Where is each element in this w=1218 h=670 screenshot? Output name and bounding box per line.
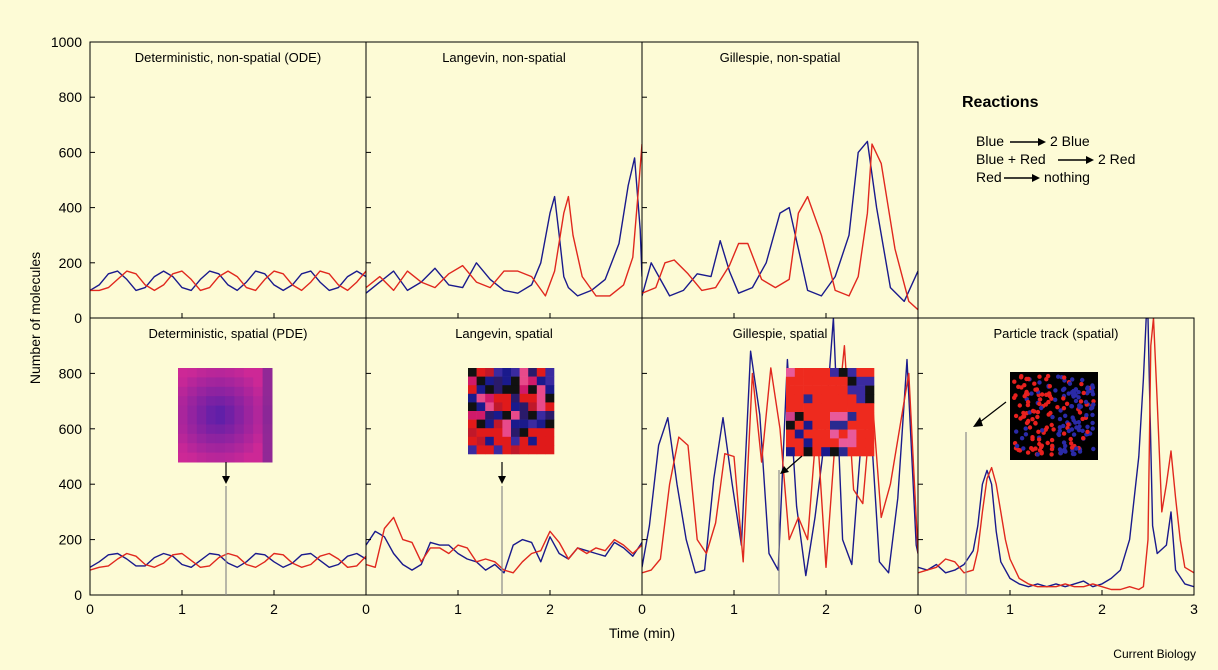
- insets: [178, 368, 1098, 595]
- y-tick-label: 600: [59, 144, 83, 160]
- panel-frame: [365, 317, 643, 596]
- panel-frame: [641, 41, 919, 319]
- series-line-red: [366, 516, 642, 574]
- panel-5: Langevin, spatial: [365, 317, 643, 596]
- x-axis-label: Time (min): [609, 625, 675, 641]
- particle-inset-image: [1010, 372, 1098, 460]
- panel-title: Gillespie, non-spatial: [720, 50, 841, 65]
- series-line-blue: [366, 530, 642, 574]
- reactions-title: Reactions: [962, 94, 1039, 111]
- series-line-blue: [918, 318, 1194, 588]
- x-tick-label: 0: [914, 601, 922, 617]
- series-line-red: [90, 270, 366, 292]
- y-tick-label: 1000: [51, 34, 82, 50]
- y-tick-label: 0: [74, 587, 82, 603]
- panel-frame: [89, 41, 367, 319]
- y-tick-label: 800: [59, 89, 83, 105]
- y-axis-label: Number of molecules: [27, 252, 43, 384]
- x-tick-label: 1: [730, 601, 738, 617]
- series-line-red: [642, 143, 918, 311]
- x-tick-label: 3: [1190, 601, 1198, 617]
- y-tick-label: 200: [59, 255, 83, 271]
- arrow-head-icon: [1086, 156, 1094, 164]
- x-tick-label: 0: [86, 601, 94, 617]
- series-line-red: [366, 144, 642, 297]
- arrow-head-icon: [973, 417, 983, 427]
- panel-6: Gillespie, spatial: [641, 317, 919, 596]
- credit-text: Current Biology: [1113, 647, 1196, 661]
- x-tick-label: 1: [454, 601, 462, 617]
- x-tick-label: 2: [270, 601, 278, 617]
- panel-title: Deterministic, spatial (PDE): [149, 326, 308, 341]
- x-tick-label: 1: [1006, 601, 1014, 617]
- panel-frame: [917, 317, 1195, 596]
- panel-2: Langevin, non-spatial: [365, 41, 643, 319]
- x-tick-label: 0: [638, 601, 646, 617]
- x-tick-label: 1: [178, 601, 186, 617]
- reaction-2-left: Blue + Red: [976, 151, 1046, 167]
- series-line-blue: [642, 318, 918, 577]
- y-tick-label: 400: [59, 200, 83, 216]
- arrow-icon: [785, 455, 803, 471]
- reaction-3-left: Red: [976, 169, 1002, 185]
- y-tick-label: 800: [59, 365, 83, 381]
- series-line-blue: [90, 270, 366, 292]
- panel-title: Gillespie, spatial: [733, 326, 828, 341]
- series-line-red: [918, 318, 1194, 591]
- panels: Deterministic, non-spatial (ODE) Langevin…: [89, 41, 1195, 596]
- y-tick-label: 400: [59, 476, 83, 492]
- y-tick-label: 0: [74, 310, 82, 326]
- x-tick-label: 2: [822, 601, 830, 617]
- panel-3: Gillespie, non-spatial: [641, 41, 919, 319]
- panel-frame: [365, 41, 643, 319]
- series-line-red: [90, 552, 366, 571]
- x-tick-label: 0: [362, 601, 370, 617]
- pde-inset-image: [178, 368, 273, 463]
- arrow-head-icon: [780, 466, 789, 474]
- y-tick-label: 600: [59, 421, 83, 437]
- arrow-head-icon: [1032, 174, 1040, 182]
- panel-title: Deterministic, non-spatial (ODE): [135, 50, 321, 65]
- gillespie-inset-image: [786, 368, 875, 457]
- panel-title: Langevin, spatial: [455, 326, 553, 341]
- reaction-1-right: 2 Blue: [1050, 133, 1090, 149]
- arrow-head-icon: [1038, 138, 1046, 146]
- reaction-line-1: Blue 2 Blue: [976, 133, 1090, 149]
- series-line-blue: [366, 157, 642, 297]
- panel-title: Particle track (spatial): [994, 326, 1119, 341]
- langevin-inset-image: [468, 368, 555, 455]
- panel-title: Langevin, non-spatial: [442, 50, 566, 65]
- x-tick-label: 2: [1098, 601, 1106, 617]
- panel-7: Particle track (spatial): [917, 317, 1195, 596]
- reaction-line-2: Blue + Red 2 Red: [976, 151, 1135, 167]
- reaction-1-left: Blue: [976, 133, 1004, 149]
- panel-4: Deterministic, spatial (PDE): [89, 317, 367, 596]
- reaction-line-3: Red nothing: [976, 169, 1090, 185]
- series-line-blue: [642, 140, 918, 303]
- arrow-icon: [979, 401, 1007, 423]
- arrow-head-icon: [498, 476, 506, 484]
- y-tick-label: 200: [59, 532, 83, 548]
- series-line-blue: [90, 552, 366, 568]
- x-tick-label: 2: [546, 601, 554, 617]
- arrow-head-icon: [222, 476, 230, 484]
- panel-1: Deterministic, non-spatial (ODE): [89, 41, 367, 319]
- reactions-legend: Reactions Blue 2 Blue Blue + Red 2 Red R…: [962, 94, 1135, 185]
- reaction-2-right: 2 Red: [1098, 151, 1135, 167]
- reaction-3-right: nothing: [1044, 169, 1090, 185]
